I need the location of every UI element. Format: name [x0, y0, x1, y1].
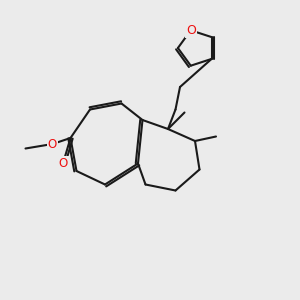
Text: O: O [58, 157, 68, 170]
Text: O: O [186, 24, 196, 37]
Text: O: O [48, 137, 57, 151]
